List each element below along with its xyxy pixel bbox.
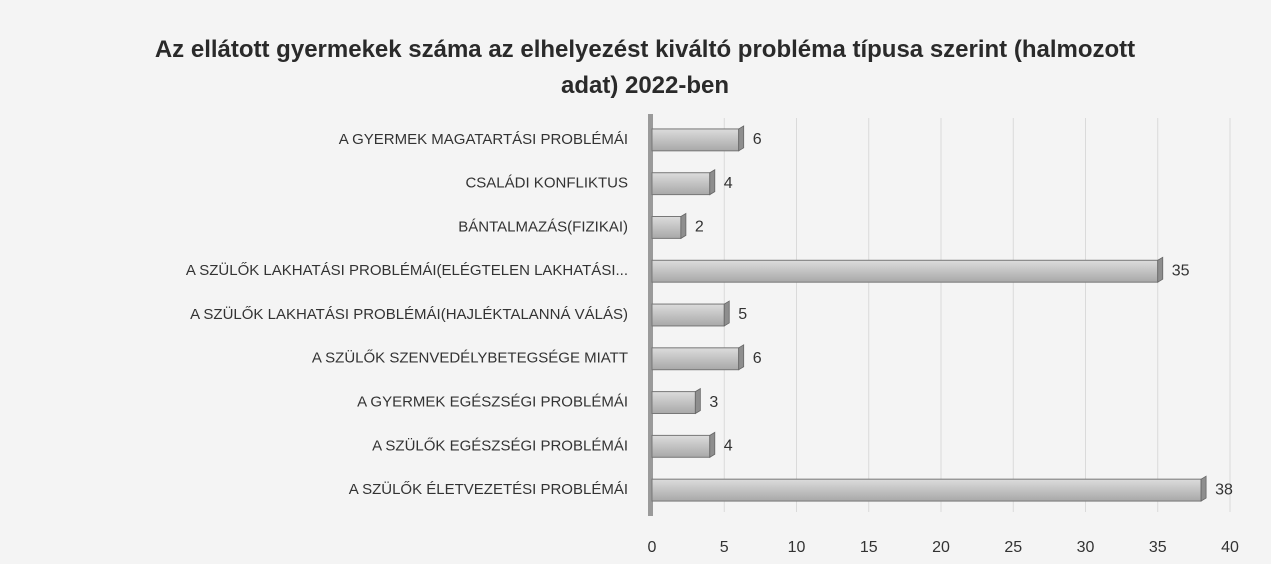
bar	[651, 391, 696, 415]
y-tick-label: A GYERMEK MAGATARTÁSI PROBLÉMÁI	[339, 131, 628, 148]
value-label: 6	[753, 350, 762, 367]
bar-side	[680, 212, 687, 240]
x-tick-label: 5	[720, 539, 729, 556]
bar-side	[1157, 256, 1164, 283]
bar	[651, 128, 740, 152]
y-tick-label: A GYERMEK EGÉSZSÉGI PROBLÉMÁI	[357, 394, 628, 411]
bar-side	[1200, 475, 1207, 502]
y-tick-label: A SZÜLŐK LAKHATÁSI PROBLÉMÁI(ELÉGTELEN L…	[186, 261, 628, 279]
bar-side	[694, 387, 701, 415]
x-tick-label: 35	[1149, 539, 1167, 556]
bar-side	[723, 300, 730, 327]
value-label: 2	[695, 219, 704, 236]
bar-side	[709, 431, 716, 458]
bar	[651, 303, 725, 327]
axis-line	[648, 114, 653, 516]
x-tick-label: 10	[788, 539, 806, 556]
bar	[651, 216, 682, 239]
bar	[651, 347, 740, 371]
chart-title: Az ellátott gyermekek száma az elhelyezé…	[154, 36, 1136, 99]
x-tick-label: 40	[1221, 539, 1239, 556]
y-tick-label: CSALÁDI KONFLIKTUS	[465, 175, 628, 192]
bar-side	[709, 169, 716, 196]
y-tick-label: A SZÜLŐK ÉLETVEZETÉSI PROBLÉMÁI	[349, 480, 628, 498]
x-tick-label: 20	[932, 539, 950, 556]
x-tick-label: 15	[860, 539, 878, 556]
value-label: 5	[738, 306, 747, 323]
value-label: 6	[753, 131, 762, 148]
value-label: 35	[1172, 262, 1190, 279]
x-tick-label: 0	[648, 539, 657, 556]
x-tick-label: 25	[1004, 539, 1022, 556]
bar	[651, 259, 1159, 283]
bar	[651, 172, 711, 196]
value-label: 4	[724, 438, 733, 455]
value-label: 3	[709, 394, 718, 411]
y-tick-label: A SZÜLŐK LAKHATÁSI PROBLÉMÁI(HAJLÉKTALAN…	[190, 305, 628, 323]
bar	[651, 478, 1202, 502]
y-tick-label: A SZÜLŐK EGÉSZSÉGI PROBLÉMÁI	[372, 436, 628, 454]
y-tick-label: A SZÜLŐK SZENVEDÉLYBETEGSÉGE MIATT	[312, 349, 628, 367]
bar	[651, 434, 711, 458]
bar-side	[738, 125, 745, 152]
x-tick-label: 30	[1077, 539, 1095, 556]
value-label: 4	[724, 175, 733, 192]
value-label: 38	[1215, 481, 1233, 498]
y-tick-label: BÁNTALMAZÁS(FIZIKAI)	[458, 218, 628, 235]
bar-side	[738, 344, 745, 371]
